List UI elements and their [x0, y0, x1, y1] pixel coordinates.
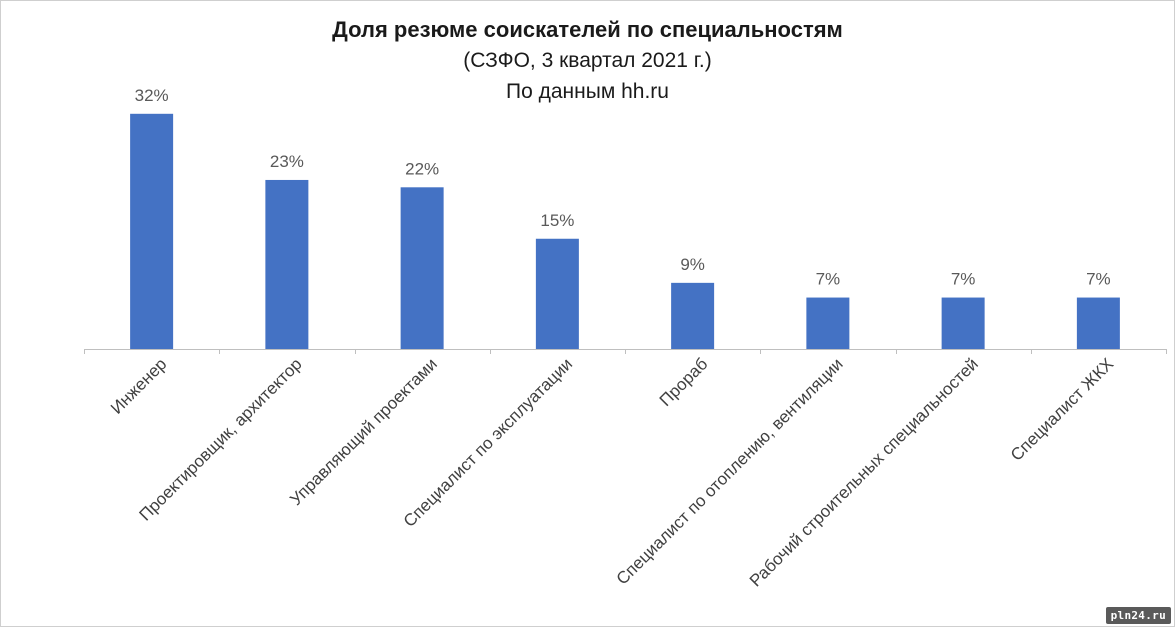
category-label: Специалист ЖКХ: [1007, 354, 1117, 464]
chart-title: Доля резюме соискателей по специальностя…: [332, 17, 843, 42]
category-label: Прораб: [656, 354, 712, 410]
chart-subtitle-period: (СЗФО, 3 квартал 2021 г.): [463, 49, 712, 72]
bar: [265, 179, 309, 349]
data-label: 9%: [680, 255, 705, 274]
bar: [1076, 297, 1120, 349]
watermark-logo: pln24.ru: [1105, 607, 1171, 624]
bar: [941, 297, 985, 349]
category-label: Инженер: [107, 354, 170, 417]
data-label: 7%: [816, 270, 841, 289]
data-label: 23%: [270, 152, 304, 171]
bar: [400, 187, 444, 349]
chart-titles: Доля резюме соискателей по специальностя…: [0, 14, 1175, 107]
category-label: Управляющий проектами: [286, 354, 441, 509]
data-label: 22%: [405, 159, 439, 178]
bar: [535, 238, 579, 349]
chart-subtitle-source: По данным hh.ru: [506, 80, 669, 103]
bar: [671, 282, 715, 349]
category-label: Проектировщик, архитектор: [136, 354, 306, 524]
data-label: 32%: [135, 86, 169, 105]
data-label: 7%: [1086, 270, 1111, 289]
bar: [806, 297, 850, 349]
data-label: 15%: [540, 211, 574, 230]
category-label: Специалист по отоплению, вентиляции: [613, 354, 847, 588]
data-label: 7%: [951, 270, 976, 289]
category-label: Рабочий строительных специальностей: [746, 354, 982, 590]
bar: [130, 113, 174, 349]
